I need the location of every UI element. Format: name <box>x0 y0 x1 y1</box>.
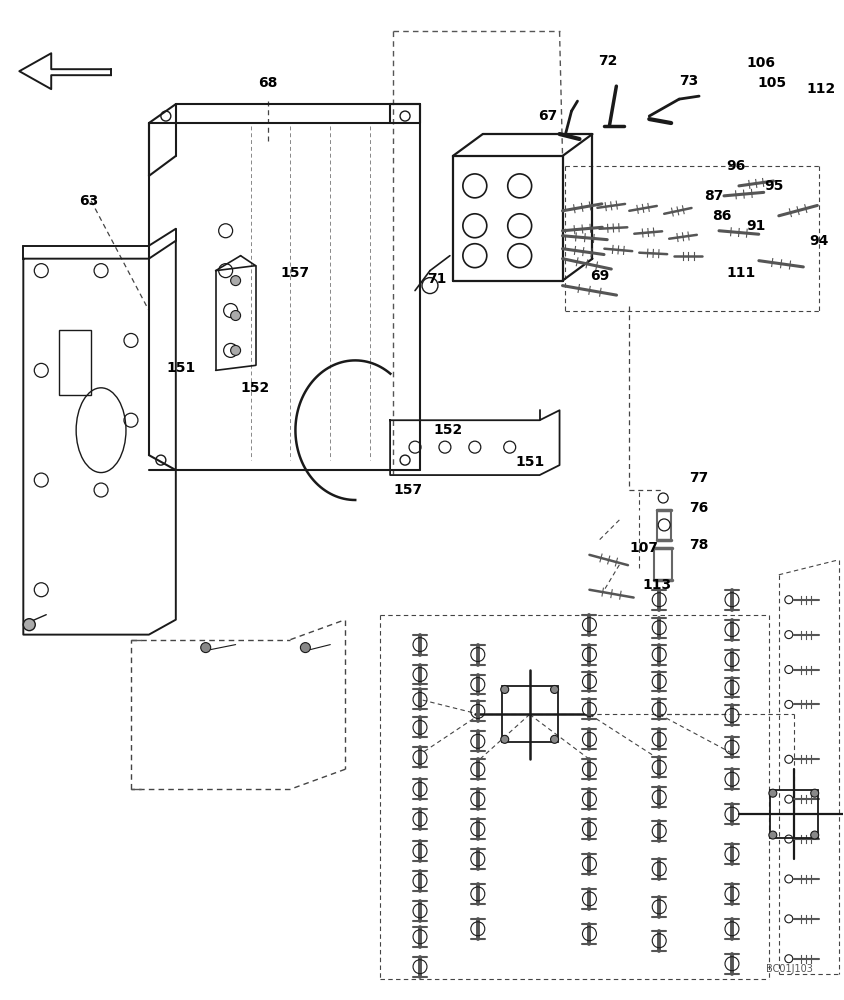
Text: 67: 67 <box>538 109 557 123</box>
Text: 105: 105 <box>757 76 787 90</box>
Text: 152: 152 <box>241 381 270 395</box>
Text: 157: 157 <box>393 483 423 497</box>
Text: 71: 71 <box>427 272 446 286</box>
Text: 111: 111 <box>727 266 755 280</box>
Ellipse shape <box>500 735 509 743</box>
Ellipse shape <box>24 619 35 631</box>
Text: 107: 107 <box>630 541 659 555</box>
Text: 151: 151 <box>515 455 544 469</box>
Ellipse shape <box>201 643 211 653</box>
Ellipse shape <box>230 311 241 320</box>
Text: 112: 112 <box>806 82 836 96</box>
Bar <box>770 790 818 838</box>
Ellipse shape <box>811 831 819 839</box>
Text: 72: 72 <box>598 54 617 68</box>
Text: 106: 106 <box>746 56 776 70</box>
Ellipse shape <box>550 735 559 743</box>
Bar <box>501 686 558 742</box>
Text: 152: 152 <box>433 423 463 437</box>
Text: 95: 95 <box>764 179 783 193</box>
Text: 63: 63 <box>79 194 99 208</box>
Ellipse shape <box>811 789 819 797</box>
Text: 157: 157 <box>281 266 310 280</box>
Text: 113: 113 <box>642 578 672 592</box>
Text: 86: 86 <box>712 209 732 223</box>
Ellipse shape <box>230 276 241 286</box>
Ellipse shape <box>769 789 776 797</box>
Text: 78: 78 <box>690 538 709 552</box>
Ellipse shape <box>500 685 509 693</box>
Ellipse shape <box>300 643 311 653</box>
Ellipse shape <box>230 345 241 355</box>
Text: 94: 94 <box>809 234 828 248</box>
Ellipse shape <box>550 685 559 693</box>
Text: 68: 68 <box>257 76 277 90</box>
Text: BC01J103: BC01J103 <box>766 964 813 974</box>
Text: 151: 151 <box>166 361 196 375</box>
Text: 91: 91 <box>746 219 766 233</box>
Text: 96: 96 <box>727 159 745 173</box>
Text: 87: 87 <box>705 189 723 203</box>
Text: 77: 77 <box>690 471 709 485</box>
Text: 69: 69 <box>590 269 609 283</box>
Text: 76: 76 <box>690 501 709 515</box>
Text: 73: 73 <box>679 74 699 88</box>
Ellipse shape <box>769 831 776 839</box>
